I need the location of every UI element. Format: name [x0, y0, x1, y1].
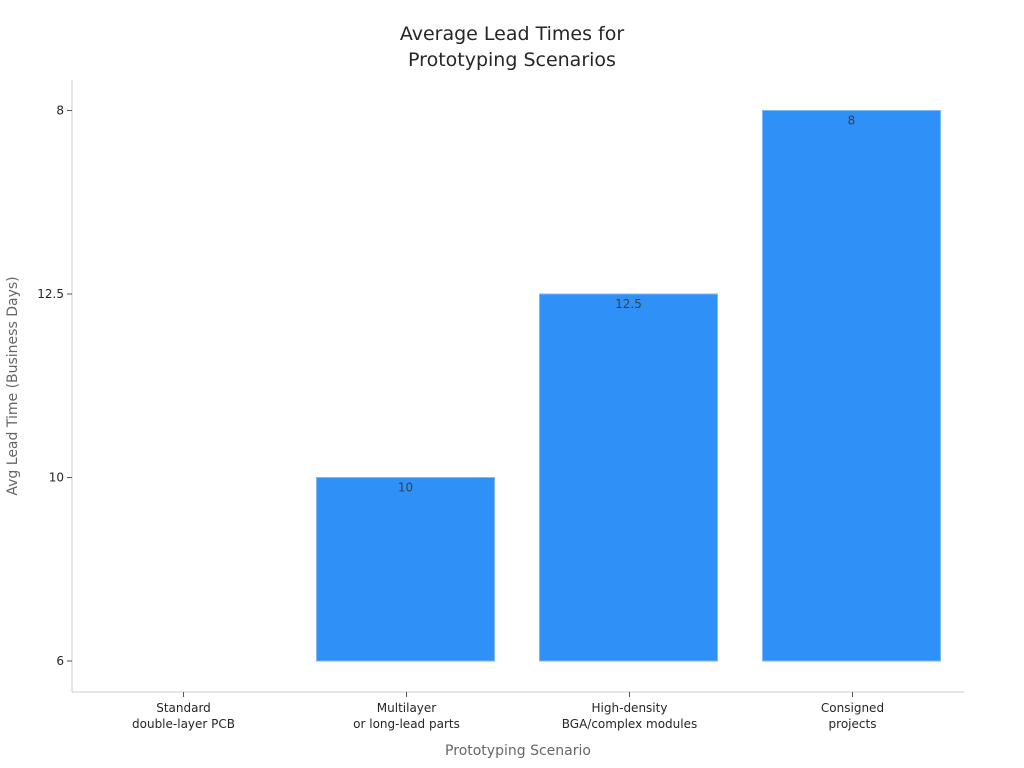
bar-3	[762, 110, 941, 662]
x-tick-label-0-line-1: double-layer PCB	[132, 717, 235, 731]
y-axis-label: Avg Lead Time (Business Days)	[5, 276, 21, 495]
x-tick-label-2-line-1: BGA/complex modules	[562, 717, 697, 731]
y-ticks-group: 6 10 12.5 8	[37, 104, 72, 668]
x-tick-label-1-line-1: or long-lead parts	[353, 717, 460, 731]
data-label-1: 10	[398, 481, 413, 495]
data-label-2: 12.5	[615, 297, 642, 311]
x-ticks-group: Standard double-layer PCB Multilayer or lon…	[132, 692, 884, 731]
bar-2	[539, 293, 718, 662]
x-tick-label-3-line-1: projects	[829, 717, 877, 731]
x-tick-label-3-line-0: Consigned	[821, 701, 884, 715]
chart-title-line-1: Average Lead Times for	[400, 23, 624, 45]
bars-group	[316, 110, 941, 662]
x-tick-label-0-line-0: Standard	[156, 701, 211, 715]
y-tick-label-1: 10	[49, 471, 64, 485]
bar-1	[316, 477, 495, 662]
x-tick-label-2-line-0: High-density	[592, 701, 668, 715]
y-tick-label-3: 8	[56, 104, 64, 118]
data-labels-group: 10 12.5 8	[398, 114, 855, 495]
chart-title-line-2: Prototyping Scenarios	[408, 49, 616, 71]
x-tick-label-1-line-0: Multilayer	[377, 701, 437, 715]
y-tick-label-2: 12.5	[37, 287, 64, 301]
data-label-3: 8	[848, 114, 856, 128]
x-axis-label: Prototyping Scenario	[445, 743, 591, 759]
y-tick-label-0: 6	[56, 654, 64, 668]
